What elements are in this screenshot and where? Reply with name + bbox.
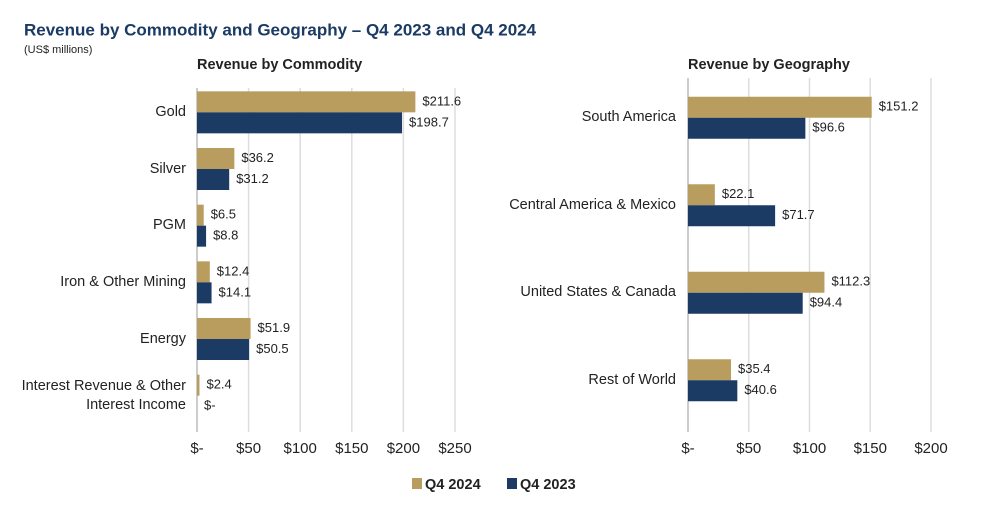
legend-swatch bbox=[507, 478, 517, 489]
bar bbox=[197, 339, 250, 360]
value-label: $36.2 bbox=[241, 150, 274, 165]
y-tick-label: Silver bbox=[149, 160, 186, 177]
y-tick-label: Rest of World bbox=[588, 371, 676, 388]
x-tick-label: $150 bbox=[335, 440, 368, 457]
x-tick-label: $50 bbox=[236, 440, 261, 457]
bar bbox=[197, 169, 230, 190]
bar bbox=[197, 204, 204, 226]
chart-title: Revenue by Geography bbox=[688, 57, 850, 73]
y-tick-label: Central America & Mexico bbox=[509, 196, 676, 213]
x-tick-label: $100 bbox=[284, 440, 317, 457]
bar bbox=[688, 205, 776, 227]
x-tick-label: $- bbox=[681, 440, 694, 457]
bar bbox=[197, 112, 403, 134]
value-label: $12.4 bbox=[217, 263, 250, 278]
legend-label: Q4 2023 bbox=[520, 477, 576, 493]
bar bbox=[688, 359, 732, 381]
x-tick-label: $- bbox=[190, 440, 203, 457]
bar bbox=[688, 96, 872, 118]
bar bbox=[688, 117, 806, 139]
bar bbox=[197, 225, 207, 247]
bar bbox=[197, 148, 235, 169]
bar bbox=[688, 292, 803, 314]
value-label: $94.4 bbox=[810, 295, 843, 310]
page-subtitle: (US$ millions) bbox=[24, 44, 92, 56]
y-tick-label: United States & Canada bbox=[520, 284, 676, 301]
value-label: $14.1 bbox=[219, 284, 252, 299]
y-tick-label: Interest Revenue & Other Interest Income bbox=[21, 377, 186, 413]
x-tick-label: $200 bbox=[387, 440, 420, 457]
value-label: $71.7 bbox=[782, 207, 815, 222]
value-label: $22.1 bbox=[722, 186, 755, 201]
y-tick-label: Gold bbox=[155, 103, 186, 120]
value-label: $2.4 bbox=[206, 377, 231, 392]
value-label: $51.9 bbox=[258, 320, 291, 335]
value-label: $6.5 bbox=[211, 207, 236, 222]
value-label: $40.6 bbox=[744, 382, 777, 397]
value-label: $- bbox=[204, 398, 216, 413]
page-title: Revenue by Commodity and Geography – Q4 … bbox=[24, 20, 537, 39]
value-label: $8.8 bbox=[213, 228, 238, 243]
chart-title: Revenue by Commodity bbox=[197, 57, 362, 73]
bar bbox=[197, 282, 212, 304]
legend-swatch bbox=[412, 478, 422, 489]
bar bbox=[197, 374, 200, 396]
value-label: $50.5 bbox=[256, 341, 289, 356]
x-tick-label: $100 bbox=[793, 440, 826, 457]
bar bbox=[197, 91, 416, 113]
x-tick-label: $250 bbox=[438, 440, 471, 457]
value-label: $211.6 bbox=[422, 93, 461, 108]
value-label: $151.2 bbox=[879, 99, 919, 114]
value-label: $112.3 bbox=[831, 274, 870, 289]
x-tick-label: $200 bbox=[914, 440, 947, 457]
legend-label: Q4 2024 bbox=[425, 477, 481, 493]
value-label: $31.2 bbox=[236, 171, 269, 186]
y-tick-label: Energy bbox=[140, 330, 186, 347]
bar bbox=[688, 380, 738, 402]
bar bbox=[197, 318, 251, 339]
bar bbox=[688, 184, 715, 206]
y-tick-label: South America bbox=[581, 109, 676, 126]
value-label: $96.6 bbox=[812, 120, 845, 135]
x-tick-label: $150 bbox=[854, 440, 887, 457]
y-tick-label: PGM bbox=[152, 217, 186, 234]
x-tick-label: $50 bbox=[736, 440, 761, 457]
y-tick-label: Iron & Other Mining bbox=[60, 273, 186, 290]
value-label: $35.4 bbox=[738, 361, 771, 376]
bar bbox=[197, 261, 210, 283]
bar bbox=[688, 271, 825, 293]
value-label: $198.7 bbox=[409, 114, 449, 129]
